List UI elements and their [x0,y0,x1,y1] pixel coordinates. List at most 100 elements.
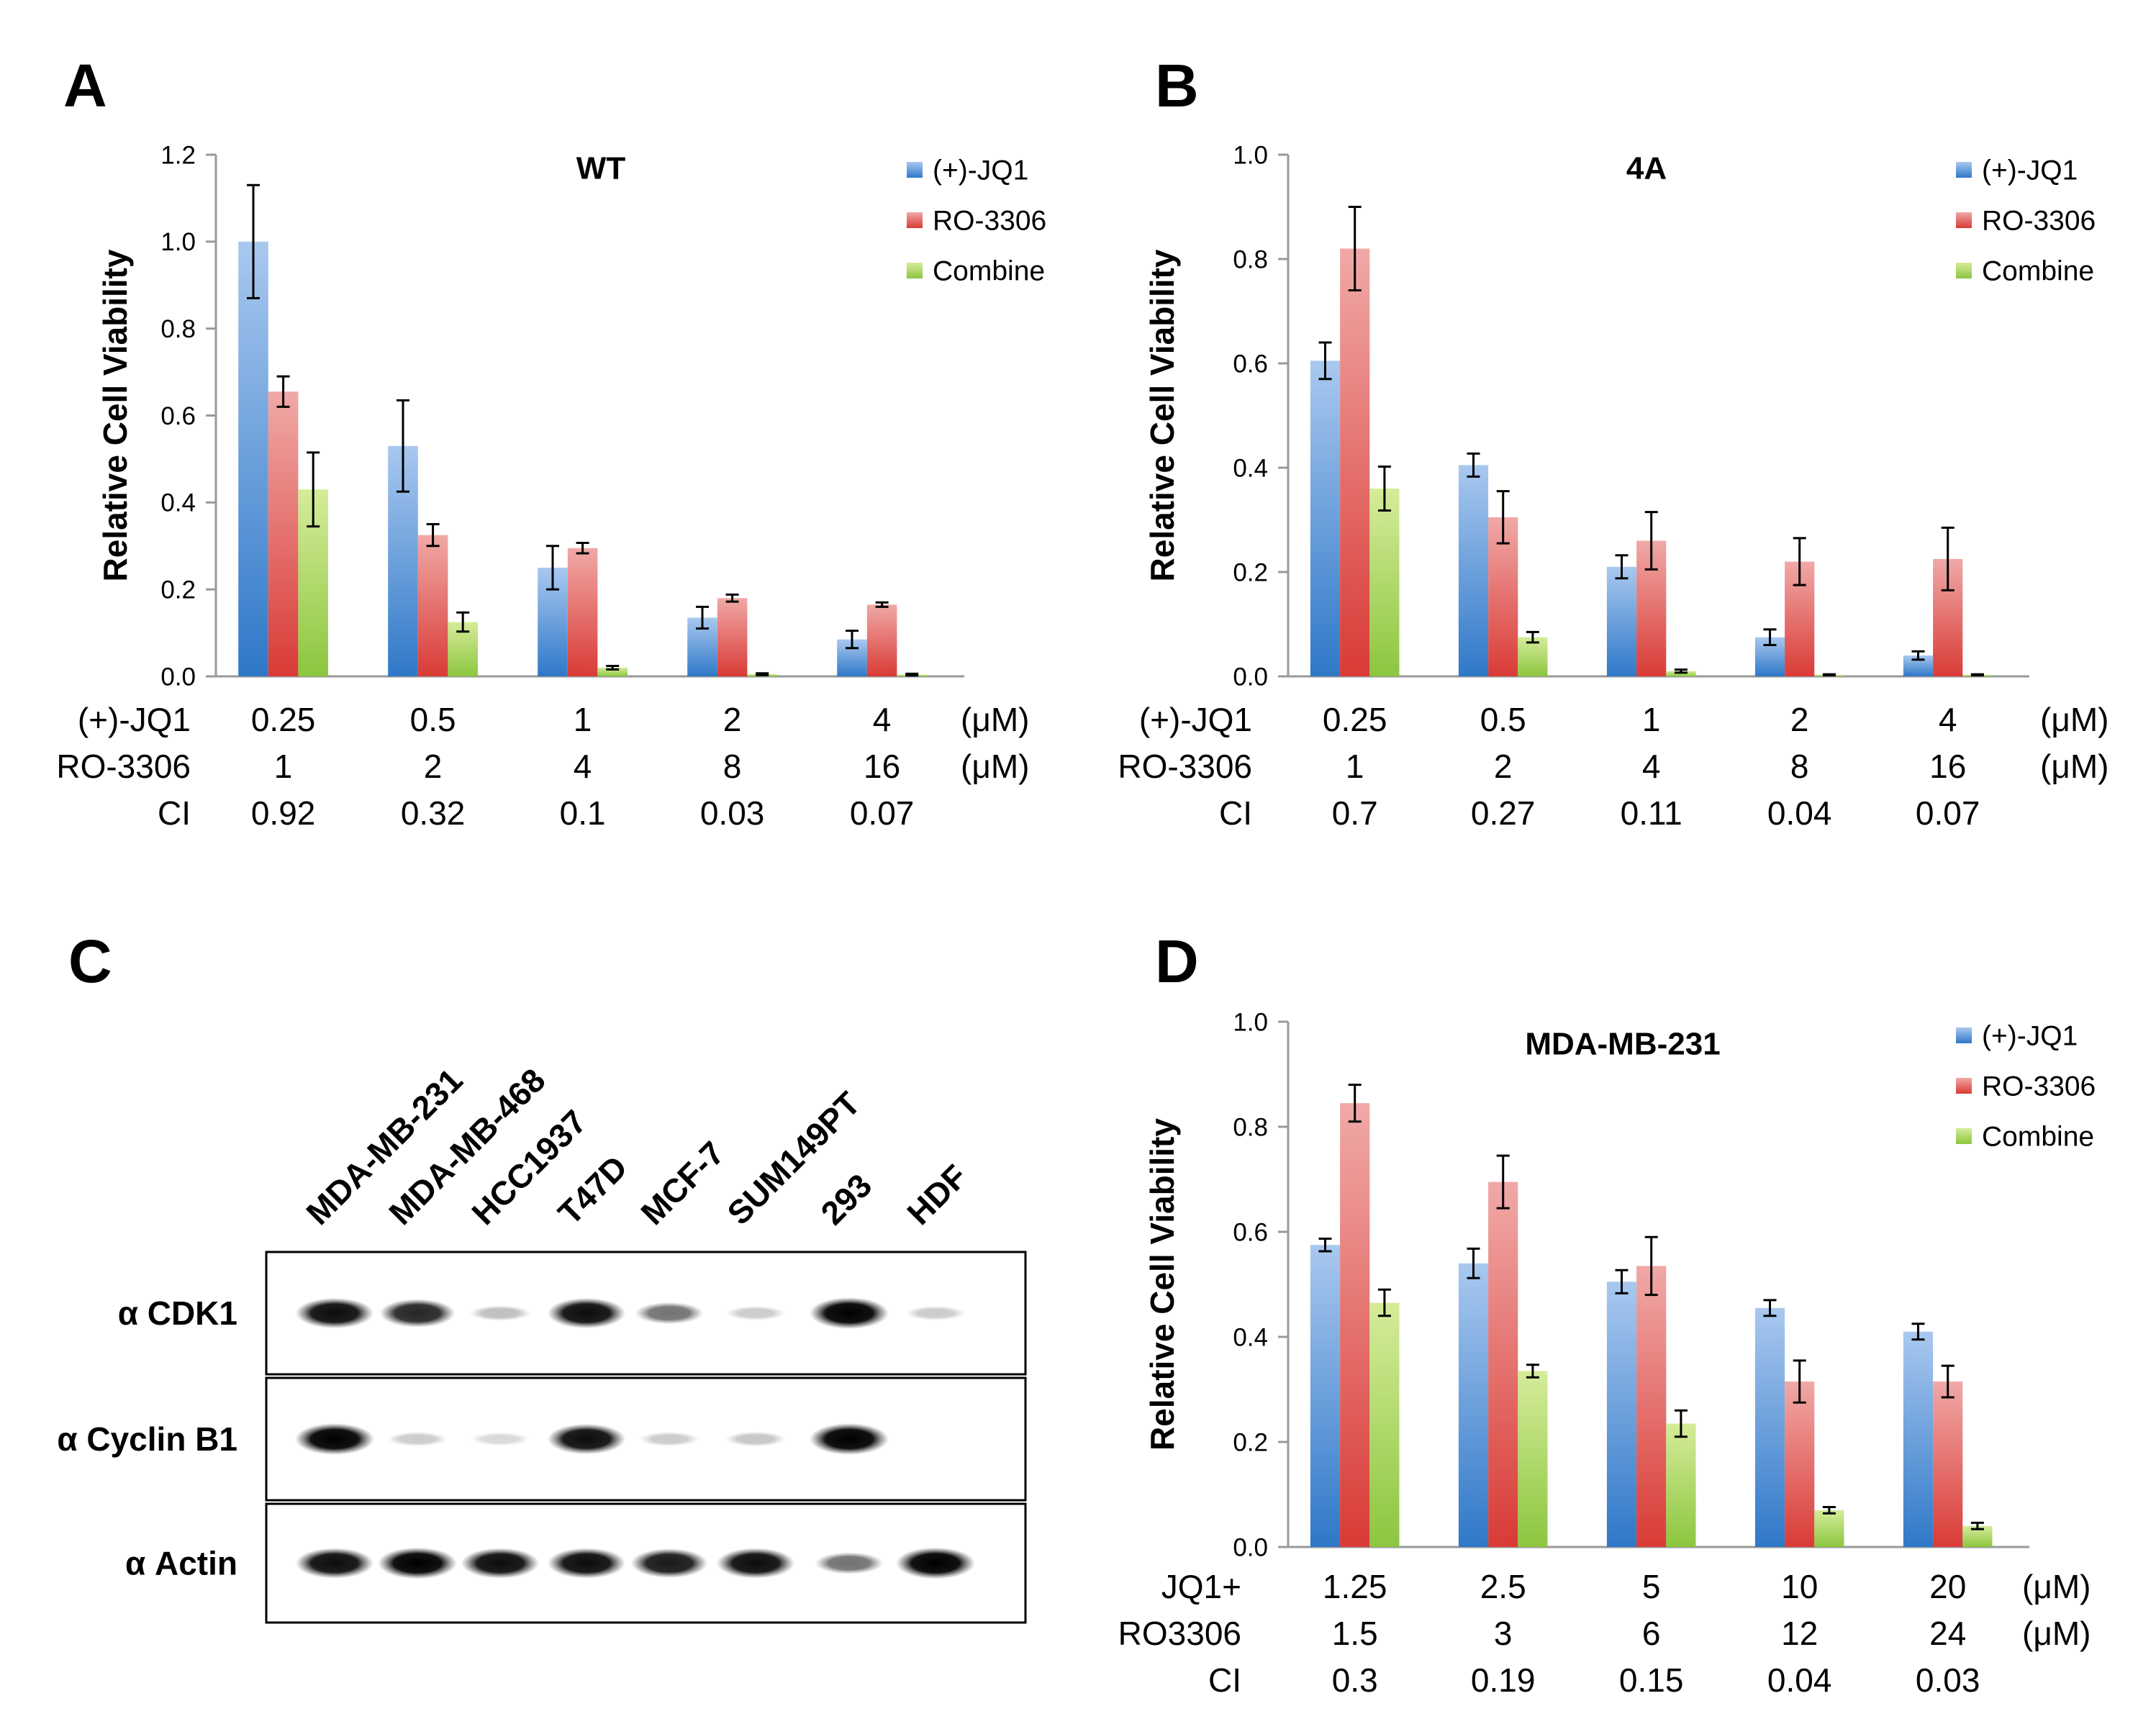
lane-label: T47D [551,1148,634,1232]
table-cell: 0.07 [850,794,915,832]
panel-letter-d: D [1155,927,1199,995]
bar [417,535,448,676]
blot-band [630,1548,708,1578]
blot-band [461,1548,540,1579]
bar [1340,1103,1370,1547]
legend-swatch [1956,1027,1972,1043]
table-cell: 20 [1929,1568,1966,1605]
table-row-label: JQ1+ [1161,1568,1241,1605]
table-row-label: CI [1208,1661,1241,1699]
panel-letter-b: B [1155,52,1199,119]
y-tick-label: 1.2 [160,141,196,169]
bar [1369,1302,1400,1547]
table-cell: 0.11 [1621,794,1682,832]
y-tick-label: 0.2 [160,576,196,604]
blot-band [639,1432,699,1446]
y-tick-label: 0.8 [160,315,196,343]
chart-title: MDA-MB-231 [1525,1026,1720,1061]
blot-row-label: α CDK1 [118,1294,237,1332]
lane-label: MCF-7 [633,1134,731,1232]
western-blot: MDA-MB-231MDA-MB-468HCC1937T47DMCF-7SUM1… [57,1061,1027,1624]
blot-row-label: α Cyclin B1 [57,1420,237,1458]
table-cell: 0.03 [700,794,765,832]
y-tick-label: 0.6 [160,402,196,430]
blot-band [379,1299,456,1328]
table-cell: 4 [1939,701,1957,738]
chart-title: 4A [1626,150,1667,186]
y-tick-label: 0.8 [1233,1113,1268,1141]
table-cell: 0.25 [1323,701,1387,738]
table-row-label: RO-3306 [56,748,191,785]
bar [1754,1307,1785,1547]
legend-label: RO-3306 [1982,206,2096,237]
blot-band [295,1297,374,1329]
legend-swatch [907,162,923,178]
y-tick-label: 0.4 [160,489,196,517]
blot-band [295,1423,374,1455]
table-cell: 0.04 [1767,794,1832,832]
panel-letter-a: A [63,52,107,119]
blot-band [471,1432,530,1446]
y-axis-label: Relative Cell Viability [1143,249,1181,581]
bar [1488,1181,1518,1547]
bar [1785,1382,1815,1547]
table-unit: (μM) [2040,748,2109,785]
bar [1518,1371,1548,1547]
blot-band [725,1306,786,1320]
table-row-label: CI [1219,794,1252,832]
lane-label: 293 [813,1166,879,1232]
table-row-label: (+)-JQ1 [1139,701,1252,738]
table-cell: 8 [723,748,742,785]
table-unit: (μM) [2022,1615,2091,1652]
chart-4a: 4A 0.0 0.2 0.4 0.6 0.8 1.0 Relative Cell Viabil… [1118,141,2109,832]
table-cell: 0.3 [1332,1661,1378,1699]
legend-label: RO-3306 [1982,1071,2096,1102]
y-tick-label: 1.0 [160,228,196,256]
table-unit: (μM) [2040,701,2109,738]
blot-band [815,1552,884,1574]
legend-swatch [907,212,923,228]
legend-label: (+)-JQ1 [1982,1021,2078,1052]
blot-band [378,1547,457,1579]
legend-label: RO-3306 [933,206,1046,237]
table-cell: 1 [1346,748,1364,785]
y-tick-label: 1.0 [1233,141,1268,169]
bar [268,391,299,676]
y-tick-label: 0.4 [1233,454,1268,482]
blot-band [295,1548,374,1579]
table-cell: 6 [1642,1615,1661,1652]
bar [238,241,268,676]
blot-band [469,1305,531,1321]
legend-swatch [1956,162,1972,178]
table-cell: 16 [1929,748,1966,785]
chart-title: WT [576,150,626,186]
bar [1606,566,1637,676]
y-tick-label: 0.2 [1233,1428,1268,1456]
bar [597,667,628,676]
blot-band [905,1306,966,1320]
y-tick-label: 0.6 [1233,1218,1268,1246]
table-cell: 0.19 [1471,1661,1536,1699]
blot-band [810,1297,889,1329]
table-cell: 1.25 [1323,1568,1387,1605]
legend-label: Combine [933,256,1045,287]
table-row-label: CI [158,794,191,832]
y-tick-label: 1.0 [1233,1008,1268,1036]
table-cell: 0.92 [251,794,316,832]
bar [866,604,897,676]
table-cell: 0.32 [401,794,466,832]
table-cell: 1.5 [1332,1615,1378,1652]
table-cell: 0.7 [1332,794,1378,832]
bar [1369,489,1400,676]
y-tick-label: 0.2 [1233,558,1268,586]
bar [1636,1266,1667,1547]
bar [1518,637,1548,676]
table-cell: 1 [1642,701,1661,738]
panel-letter-c: C [68,927,112,995]
table-cell: 1 [574,701,592,738]
bar [1666,1423,1696,1547]
bar [1814,1510,1844,1547]
table-row-label: RO3306 [1118,1615,1241,1652]
table-cell: 4 [873,701,892,738]
